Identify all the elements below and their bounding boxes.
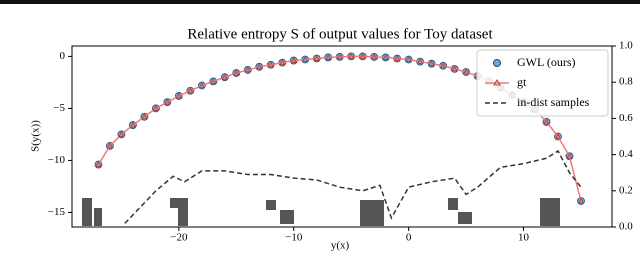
point <box>416 58 424 65</box>
y-tick-label: 0 <box>60 50 66 62</box>
y2-tick-label: 0.0 <box>619 221 633 233</box>
point <box>152 105 160 111</box>
legend-box <box>476 49 609 117</box>
legend-label: gt <box>517 75 527 89</box>
y2-tick-label: 0.6 <box>619 112 633 124</box>
point <box>370 53 378 60</box>
plot-frame <box>71 45 613 228</box>
point <box>405 56 412 62</box>
point <box>175 92 183 99</box>
point <box>554 133 562 139</box>
point <box>313 55 320 61</box>
x-axis-label: y(x) <box>331 240 350 252</box>
legend-label: GWL (ours) <box>517 55 576 69</box>
point <box>359 53 366 59</box>
legend-label: in-dist samples <box>517 95 590 109</box>
point <box>129 121 137 128</box>
x-tick-label: 10 <box>518 232 530 244</box>
point <box>428 60 435 67</box>
y2-tick-label: 0.4 <box>619 148 633 160</box>
point <box>439 62 447 69</box>
point <box>290 57 297 63</box>
sample-thumbnails <box>82 198 560 226</box>
y-tick-label: −10 <box>48 154 66 166</box>
point <box>221 73 228 80</box>
y2-tick-label: 1.0 <box>619 40 633 52</box>
point <box>256 63 263 70</box>
point <box>106 142 114 149</box>
y-tick-label: −15 <box>48 206 66 218</box>
y2-tick-label: 0.2 <box>619 184 633 196</box>
point <box>566 152 573 159</box>
point <box>543 118 550 125</box>
point <box>210 78 217 84</box>
legend-marker <box>493 59 501 67</box>
point <box>393 55 401 61</box>
point <box>302 56 309 62</box>
x-tick-label: 0 <box>406 232 412 244</box>
point <box>164 98 171 105</box>
x-tick-label: −20 <box>170 232 188 244</box>
point <box>187 87 194 94</box>
y-tick-label: −5 <box>53 102 65 114</box>
y-axis-label: S(y(x)) <box>30 120 42 152</box>
point <box>279 59 286 66</box>
point <box>244 66 251 73</box>
point <box>325 54 332 60</box>
point <box>336 53 343 60</box>
point <box>462 68 470 75</box>
point <box>141 113 148 120</box>
point <box>267 61 274 68</box>
point <box>382 54 389 60</box>
point <box>451 65 458 72</box>
point <box>233 69 240 76</box>
x-tick-label: −10 <box>285 232 303 244</box>
point <box>198 82 206 88</box>
y2-tick-label: 0.8 <box>619 76 633 88</box>
legend-marker <box>493 79 501 86</box>
point <box>577 197 585 204</box>
point <box>348 53 355 59</box>
point <box>95 161 102 167</box>
series-line <box>124 149 582 224</box>
point <box>118 131 125 137</box>
chart-title: Relative entropy S of output values for … <box>187 26 493 42</box>
top-rule <box>0 0 640 4</box>
